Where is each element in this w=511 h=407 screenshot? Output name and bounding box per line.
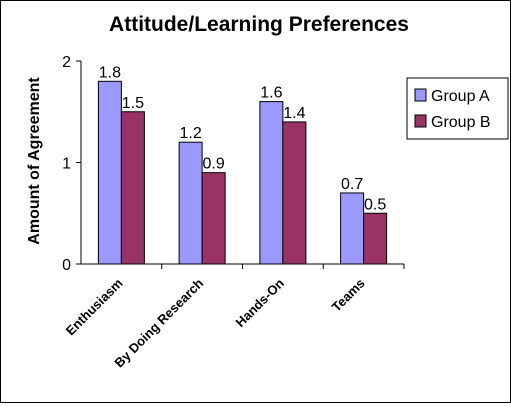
bar-group-a-enthusiasm [97, 80, 122, 265]
data-label: 0.9 [203, 156, 225, 173]
x-tick-label: Teams [329, 276, 368, 315]
data-label: 1.4 [283, 105, 305, 122]
bar-group-a-teams [340, 192, 365, 265]
legend-box [406, 77, 509, 140]
bar-group-b-teams [363, 212, 388, 265]
bar-group-a-hands-on [259, 101, 284, 265]
y-ticks-group: 0 1 2 [62, 54, 81, 274]
y-tick-label: 0 [62, 257, 71, 274]
data-label: 1.2 [180, 125, 202, 142]
legend: Group A Group B [406, 77, 509, 140]
legend-swatch-group-a [414, 88, 427, 102]
bar-group-b-enthusiasm [120, 111, 145, 265]
y-tick-label: 2 [62, 54, 71, 71]
bar-group-b-hands-on [282, 121, 307, 265]
x-tick-label: By Doing Research [111, 275, 206, 370]
data-label: 0.5 [364, 196, 386, 213]
legend-swatch-group-b [414, 114, 427, 128]
x-tick-label: Hands-On [232, 275, 287, 330]
data-label: 1.8 [99, 64, 121, 81]
y-axis-label: Amount of Agreement [26, 77, 43, 245]
data-label: 1.5 [122, 95, 144, 112]
data-labels-group: 1.81.5 1.20.9 1.61.4 0.70.5 [99, 64, 387, 213]
legend-label-group-a: Group A [431, 88, 490, 105]
data-label: 1.6 [260, 85, 282, 102]
bar-group-a-by-doing-research [178, 141, 203, 265]
data-label: 0.7 [341, 176, 363, 193]
bars-group [97, 80, 388, 265]
y-tick-label: 1 [62, 156, 71, 173]
x-tick-label: Enthusiasm [63, 276, 126, 339]
legend-label-group-b: Group B [431, 114, 491, 131]
chart-title: Attitude/Learning Preferences [109, 13, 409, 36]
bar-group-b-by-doing-research [201, 172, 226, 265]
